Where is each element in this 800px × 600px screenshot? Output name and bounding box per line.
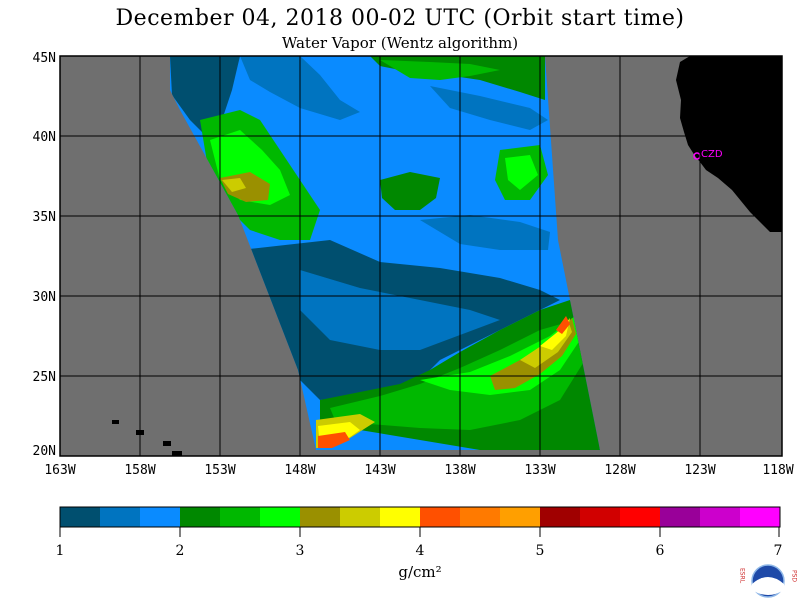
lon-label-138w: 138W <box>444 463 475 478</box>
lon-label-153w: 153W <box>204 463 235 478</box>
colorbar-swatch <box>140 507 181 527</box>
colorbar-swatch <box>220 507 261 527</box>
colorbar-swatch <box>60 507 101 527</box>
colorbar-swatch <box>620 507 661 527</box>
land-coast <box>676 56 782 232</box>
island-maui <box>163 441 171 446</box>
map-title: December 04, 2018 00-02 UTC (Orbit start… <box>115 6 685 31</box>
colorbar-label-4: 4 <box>416 543 425 559</box>
colorbar-swatch <box>740 507 781 527</box>
lon-label-143w: 143W <box>364 463 395 478</box>
colorbar-label-6: 6 <box>656 543 665 559</box>
colorbar-label-5: 5 <box>536 543 545 559</box>
lon-label-148w: 148W <box>284 463 315 478</box>
island-hawaii <box>172 451 182 456</box>
lat-label-25n: 25N <box>33 370 56 385</box>
colorbar-swatch <box>660 507 701 527</box>
logo-right-letters: PSD <box>791 570 798 582</box>
colorbar-swatch <box>260 507 301 527</box>
lat-label-30n: 30N <box>33 290 56 305</box>
colorbar-swatch <box>180 507 221 527</box>
graticule <box>60 56 782 456</box>
colorbar-swatch <box>500 507 541 527</box>
lon-label-163w: 163W <box>44 463 75 478</box>
colorbar-units: g/cm² <box>398 563 442 581</box>
lon-label-133w: 133W <box>524 463 555 478</box>
colorbar-swatch <box>700 507 741 527</box>
plot-frame <box>59 55 783 457</box>
colorbar-swatch <box>420 507 461 527</box>
island-kauai <box>112 420 119 424</box>
colorbar-swatch <box>380 507 421 527</box>
noaa-logo: NOAA ESRL PSD <box>739 564 798 598</box>
colorbar-ticks <box>59 527 780 537</box>
station-label: CZD <box>701 149 723 160</box>
map-subtitle: Water Vapor (Wentz algorithm) <box>281 34 519 52</box>
colorbar-label-7: 7 <box>774 543 783 559</box>
logo-left-letters: ESRL <box>739 568 746 584</box>
logo-center-text: NOAA <box>761 578 776 584</box>
colorbar-swatch <box>300 507 341 527</box>
colorbar-label-2: 2 <box>176 543 185 559</box>
colorbar-swatch <box>460 507 501 527</box>
lon-label-118w: 118W <box>762 463 793 478</box>
lat-label-40n: 40N <box>33 130 56 145</box>
lat-label-20n: 20N <box>33 444 56 459</box>
colorbar-label-3: 3 <box>296 543 305 559</box>
colorbar-swatch <box>540 507 581 527</box>
lon-label-158w: 158W <box>124 463 155 478</box>
lat-label-45n: 45N <box>33 51 56 66</box>
colorbar-swatch <box>100 507 141 527</box>
colorbar-swatch <box>580 507 621 527</box>
lon-label-123w: 123W <box>684 463 715 478</box>
colorbar <box>60 507 781 527</box>
lat-label-35n: 35N <box>33 210 56 225</box>
lon-label-128w: 128W <box>604 463 635 478</box>
colorbar-label-1: 1 <box>56 543 65 559</box>
colorbar-swatch <box>340 507 381 527</box>
